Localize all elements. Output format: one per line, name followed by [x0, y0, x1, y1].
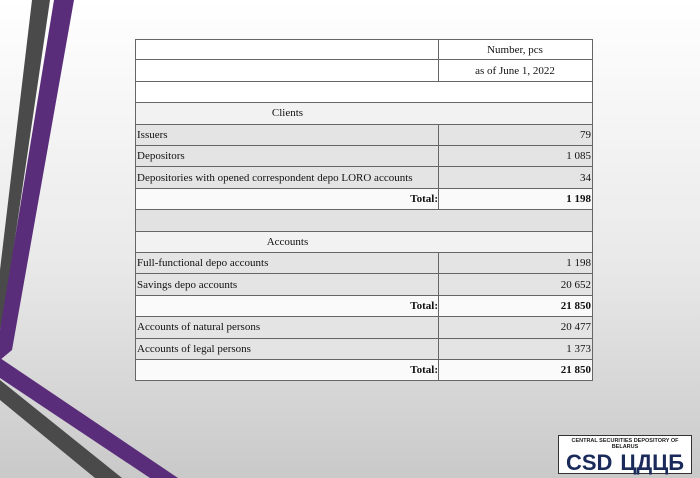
header-cell: as of June 1, 2022: [475, 64, 555, 77]
header-cell: Number, pcs: [487, 43, 543, 56]
logo-latin: CSD: [565, 450, 613, 475]
header-blank: [136, 60, 439, 81]
section-title: Clients: [271, 107, 304, 120]
row-value: 1 085: [566, 150, 591, 163]
total-label: Total:: [136, 188, 439, 210]
logo: CENTRAL SECURITIES DEPOSITORY OF BELARUS…: [558, 435, 692, 475]
row-value: 20 477: [560, 321, 591, 334]
header-row: as of June 1, 2022: [135, 60, 593, 82]
section-row: Clients: [135, 103, 593, 125]
total-value: 21 850: [560, 364, 591, 377]
row-label: Issuers: [136, 124, 439, 145]
spacer-row: [135, 81, 593, 104]
row-value: 1 198: [566, 257, 591, 270]
total-value: 21 850: [560, 299, 591, 312]
total-label: Total:: [136, 295, 439, 317]
row-value: 79: [580, 128, 591, 141]
row-label: Depositories with opened correspondent d…: [136, 167, 439, 188]
logo-cyrillic: ЦДЦБ: [620, 450, 685, 475]
row-label: Accounts of natural persons: [136, 317, 439, 338]
row-value: 20 652: [560, 278, 591, 291]
row-label: Full-functional depo accounts: [136, 253, 439, 274]
data-row: Accounts of natural persons 20 477: [135, 317, 593, 339]
total-row: Total: 1 198: [135, 188, 593, 211]
row-label: Depositors: [136, 146, 439, 167]
spacer-row: [135, 210, 593, 232]
total-value: 1 198: [566, 192, 591, 205]
total-row: Total: 21 850: [135, 360, 593, 382]
logo-caption: CENTRAL SECURITIES DEPOSITORY OF BELARUS: [571, 438, 679, 450]
total-row: Total: 21 850: [135, 295, 593, 318]
section-row: Accounts: [135, 231, 593, 253]
row-value: 1 373: [566, 342, 591, 355]
data-row: Accounts of legal persons 1 373: [135, 338, 593, 360]
data-row: Issuers 79: [135, 124, 593, 146]
header-row: Number, pcs: [135, 39, 593, 61]
total-label: Total:: [136, 360, 439, 381]
row-label: Savings depo accounts: [136, 274, 439, 295]
row-value: 34: [580, 171, 591, 184]
section-title: Accounts: [266, 235, 309, 248]
data-row: Depositories with opened correspondent d…: [135, 167, 593, 189]
header-blank: [136, 40, 439, 60]
row-label: Accounts of legal persons: [136, 338, 439, 359]
data-row: Depositors 1 085: [135, 146, 593, 168]
data-row: Full-functional depo accounts 1 198: [135, 253, 593, 275]
data-row: Savings depo accounts 20 652: [135, 274, 593, 296]
